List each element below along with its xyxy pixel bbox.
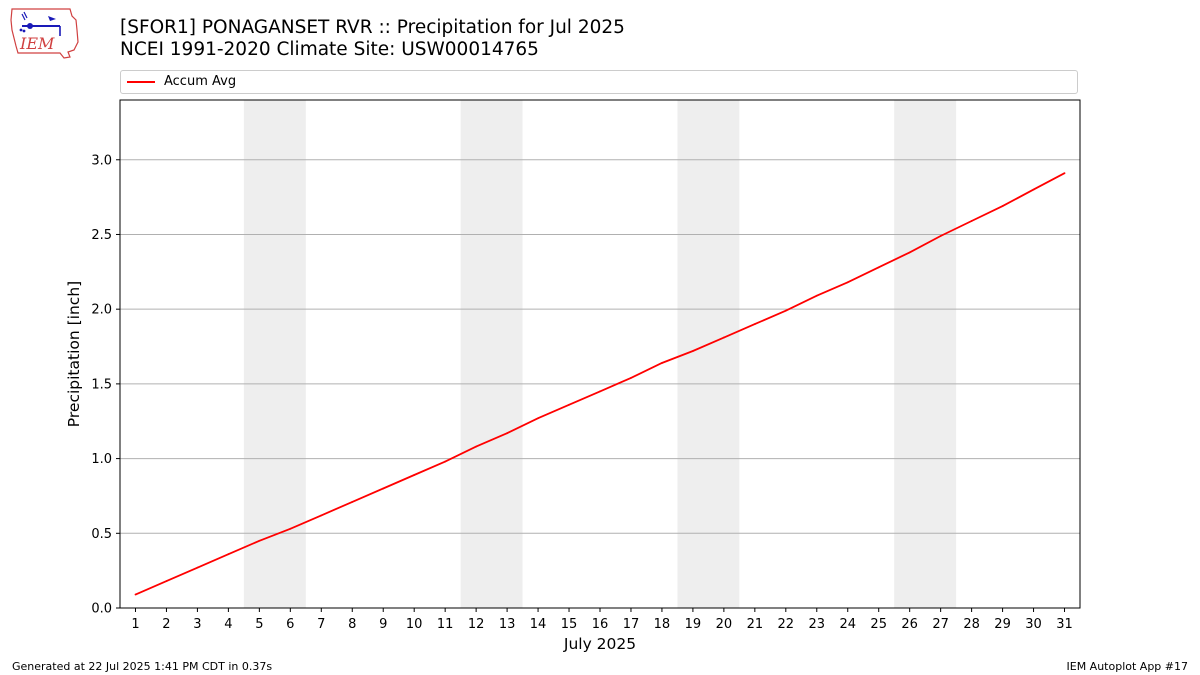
weekend-band [894,100,957,608]
data-point [1063,172,1066,175]
x-tick-label: 26 [901,617,918,632]
data-point [722,336,725,339]
legend-swatch [127,81,155,83]
x-tick-label: 22 [778,617,795,632]
chart-subtitle: NCEI 1991-2020 Climate Site: USW00014765 [120,39,539,60]
weekend-band [243,100,306,608]
y-tick-label: 0.5 [91,527,112,542]
data-point [753,323,756,326]
x-tick-label: 7 [317,617,325,632]
x-tick-label: 17 [623,617,640,632]
x-tick-label: 21 [747,617,764,632]
logo-text: IEM [19,34,55,53]
x-tick-label: 29 [994,617,1011,632]
data-point [630,377,632,379]
data-point [908,251,911,254]
x-tick-label: 23 [809,617,826,632]
plot-frame [119,99,1081,609]
data-point [877,266,880,269]
x-tick-label: 12 [468,617,485,632]
data-point [475,445,478,448]
x-tick-label: 30 [1025,617,1042,632]
x-tick-label: 9 [379,617,387,632]
data-point [258,539,261,542]
data-point [1001,205,1004,207]
x-tick-label: 5 [255,617,263,632]
x-tick-label: 2 [162,617,170,632]
data-point [134,593,137,596]
data-point [784,309,787,312]
data-point [382,487,385,490]
x-tick-label: 14 [530,617,547,632]
x-tick-label: 11 [437,617,454,632]
x-tick-label: 24 [839,617,856,632]
data-point [692,350,694,352]
weekend-band [677,100,740,608]
data-point [846,281,849,284]
x-axis-label: July 2025 [563,635,636,653]
y-tick-label: 0.0 [91,602,112,617]
data-point [1032,188,1035,191]
data-point [661,362,663,364]
generated-timestamp: Generated at 22 Jul 2025 1:41 PM CDT in … [12,660,273,673]
x-tick-label: 1 [131,617,139,632]
iem-logo: IEM [10,8,79,59]
x-tick-label: 6 [286,617,294,632]
data-point [413,474,416,476]
x-tick-label: 13 [499,617,516,632]
x-tick-label: 28 [963,617,980,632]
data-point [599,390,601,393]
x-tick-label: 15 [561,617,578,632]
data-point [815,294,818,297]
legend-label: Accum Avg [164,74,237,89]
weekend-band [460,100,523,608]
legend: Accum Avg [120,70,1078,94]
y-tick-label: 3.0 [91,153,112,168]
x-tick-label: 8 [348,617,356,632]
y-tick-label: 1.0 [91,452,112,467]
data-point [506,432,508,435]
chart-title: [SFOR1] PONAGANSET RVR :: Precipitation … [120,17,625,38]
x-tick-label: 4 [224,617,232,632]
y-tick-label: 2.5 [91,228,112,243]
x-tick-label: 31 [1056,617,1073,632]
data-point [227,553,230,556]
x-tick-label: 19 [685,617,702,632]
data-point [970,220,973,222]
data-point [289,527,292,530]
data-point [939,235,942,237]
x-tick-label: 20 [716,617,733,632]
y-axis-label: Precipitation [inch] [65,281,83,427]
data-point [444,460,447,463]
data-point [196,566,199,569]
x-tick-label: 10 [406,617,423,632]
x-tick-label: 16 [592,617,609,632]
data-point [537,417,539,420]
x-tick-label: 3 [193,617,201,632]
y-tick-label: 2.0 [91,303,112,318]
data-point [165,580,168,583]
data-point [568,403,570,406]
data-point [320,514,323,517]
x-tick-label: 27 [932,617,949,632]
app-label: IEM Autoplot App #17 [1066,660,1189,673]
x-tick-label: 18 [654,617,671,632]
x-tick-label: 25 [870,617,887,632]
data-point [351,501,354,503]
y-tick-label: 1.5 [91,377,112,392]
